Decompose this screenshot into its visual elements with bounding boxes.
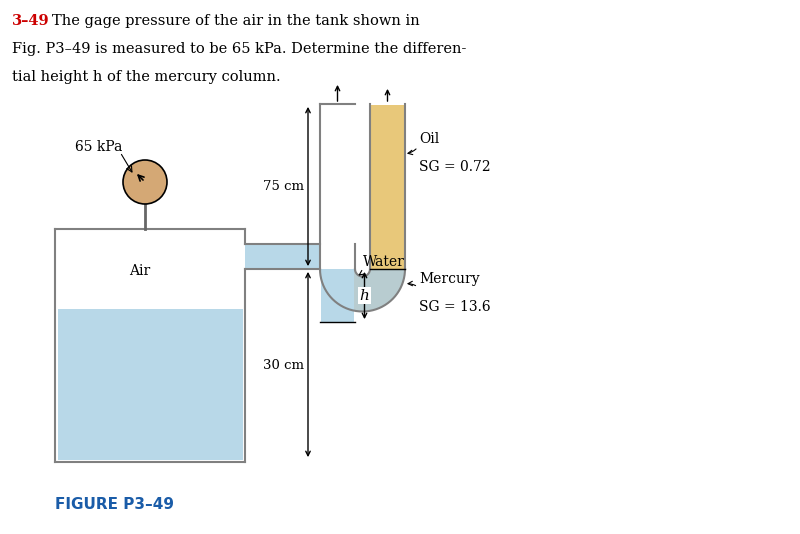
Text: Fig. P3–49 is measured to be 65 kPa. Determine the differen-: Fig. P3–49 is measured to be 65 kPa. Det…	[12, 42, 466, 56]
Text: 3–49: 3–49	[12, 14, 50, 28]
Polygon shape	[320, 269, 405, 311]
Bar	[371, 105, 404, 269]
Text: SG = 0.72: SG = 0.72	[419, 160, 490, 174]
Bar	[321, 269, 354, 322]
Text: 65 kPa: 65 kPa	[75, 140, 122, 154]
Text: Air: Air	[130, 264, 150, 278]
Bar	[245, 245, 320, 268]
Text: h: h	[359, 288, 370, 302]
Text: FIGURE P3–49: FIGURE P3–49	[55, 497, 174, 512]
Text: The gage pressure of the air in the tank shown in: The gage pressure of the air in the tank…	[52, 14, 420, 28]
Bar	[371, 269, 404, 271]
Text: Oil: Oil	[419, 132, 439, 146]
Circle shape	[123, 160, 167, 204]
Text: Mercury: Mercury	[419, 272, 480, 286]
Text: 75 cm: 75 cm	[263, 180, 304, 193]
Text: Water: Water	[363, 255, 405, 269]
Bar	[321, 271, 354, 322]
Text: 30 cm: 30 cm	[263, 359, 304, 372]
Bar	[58, 309, 242, 459]
Text: SG = 13.6: SG = 13.6	[419, 300, 490, 314]
Text: tial height h of the mercury column.: tial height h of the mercury column.	[12, 70, 281, 84]
